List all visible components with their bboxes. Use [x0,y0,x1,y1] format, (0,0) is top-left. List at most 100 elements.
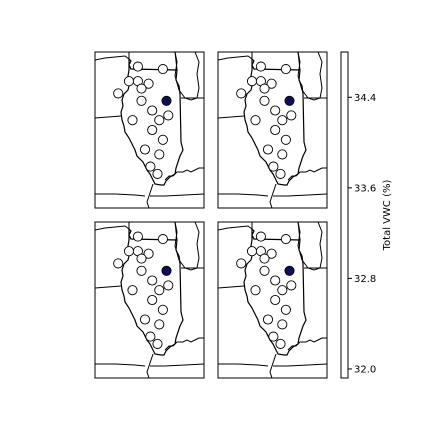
station-marker [262,144,274,155]
station-marker [277,319,288,330]
boundary-line [174,222,200,271]
colorbar-tick-label: 32.0 [354,364,376,375]
panel-frame [94,51,205,209]
station-marker [113,88,124,99]
boundary-line [269,183,277,208]
station-marker [139,314,151,325]
station-marker [113,258,124,269]
station-marker [275,338,286,349]
boundary-line [95,115,122,119]
boundary-line [164,167,204,181]
map-panel [94,221,205,379]
colorbar-ticks: 34.4 33.6 32.8 32.0 [348,93,376,375]
station-marker [136,265,147,276]
colorbar: 34.4 33.6 32.8 32.0 Total VWC (%) [340,51,393,379]
map-panels [94,51,328,379]
station-marker [132,61,143,72]
boundary-line [174,52,200,101]
station-marker [163,110,174,121]
station-marker [147,105,158,116]
boundary-line [297,52,323,101]
colorbar-tick-label: 32.8 [354,274,376,285]
state-outline [120,227,184,356]
station-marker [145,161,156,172]
boundary-line [95,225,130,231]
boundary-line [218,363,269,367]
station-marker [154,115,165,126]
station-marker [280,134,291,145]
station-marker [157,304,168,315]
station-marker [270,275,281,286]
colorbar-tick-label: 34.4 [354,93,376,104]
station-marker [236,258,247,269]
station-marker [246,246,258,257]
station-marker [143,248,154,259]
station-marker [259,265,270,276]
station-marker [136,83,147,94]
station-marker [262,314,274,325]
station-marker [246,76,258,87]
colorbar-label: Total VWC (%) [382,180,393,252]
station-marker [277,115,288,126]
station-marker [157,234,168,245]
station-marker [255,231,266,242]
station-marker [286,280,297,291]
station-marker [236,88,247,99]
station-marker [266,248,277,259]
station-marker [250,285,261,296]
map-panel [217,221,328,379]
station-marker [127,285,138,296]
boundary-line [218,55,253,61]
station-marker-highlight [284,95,295,106]
boundary-line [146,353,154,378]
colorbar-tick-label: 33.6 [354,183,376,194]
station-marker [136,253,147,264]
station-marker [123,76,135,87]
boundary-line [95,363,146,367]
boundary-line [218,115,245,119]
boundary-line [95,55,130,61]
station-marker-highlight [161,95,172,106]
boundary-line [150,193,204,197]
station-marker [154,319,165,330]
boundary-line [95,285,122,289]
station-marker [154,149,165,160]
boundary-line [269,353,277,378]
boundary-line [273,363,327,367]
station-marker [157,64,168,75]
boundary-line [95,193,146,197]
state-outline [120,57,184,186]
station-marker [157,134,168,145]
station-marker [132,231,143,242]
station-marker [275,168,286,179]
station-marker [147,275,158,286]
boundary-line [287,167,327,181]
station-marker [147,124,158,136]
station-marker [280,64,291,75]
panel-frame [94,221,205,379]
state-outline [243,227,307,356]
map-panel [94,51,205,209]
panel-frame [217,51,328,209]
station-marker [277,285,288,296]
boundary-line [287,337,327,351]
map-panel [217,51,328,209]
station-marker [145,331,156,342]
colorbar-bar [340,51,349,379]
state-outline [243,57,307,186]
station-marker [259,253,270,264]
boundary-line [218,193,269,197]
station-marker [154,285,165,296]
boundary-line [297,222,323,271]
station-marker [255,61,266,72]
boundary-line [150,363,204,367]
panel-frame [217,221,328,379]
station-marker [268,331,279,342]
station-marker [136,95,147,106]
boundary-line [164,337,204,351]
station-marker [152,338,163,349]
boundary-line [146,183,154,208]
station-marker [259,95,270,106]
boundary-line [218,285,245,289]
